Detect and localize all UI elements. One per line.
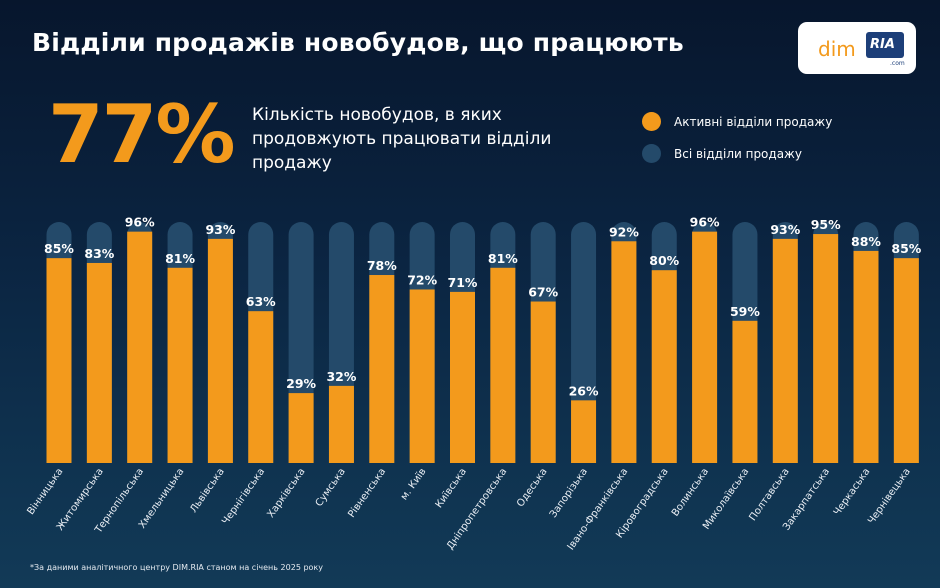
bar-value-label: 83% xyxy=(84,246,114,261)
active-bar xyxy=(409,289,435,463)
bar-value-label: 29% xyxy=(286,376,316,391)
legend-item-active: Активні відділи продажу xyxy=(642,112,832,131)
page-title: Відділи продажів новобудов, що працюють xyxy=(32,28,684,57)
bar-value-label: 78% xyxy=(367,258,397,273)
active-bar xyxy=(248,311,274,463)
active-bar xyxy=(893,258,919,463)
active-bar xyxy=(813,234,839,463)
category-label: Волинська xyxy=(670,466,711,518)
bar-value-label: 85% xyxy=(891,241,921,256)
legend-active-label: Активні відділи продажу xyxy=(674,114,833,129)
bar-value-label: 71% xyxy=(448,275,478,290)
bar-value-label: 92% xyxy=(609,224,639,239)
category-label: Одеська xyxy=(515,466,550,509)
bar-value-label: 93% xyxy=(205,222,235,237)
active-bar xyxy=(450,291,475,463)
bar-value-label: 32% xyxy=(326,369,356,384)
active-bar xyxy=(611,241,637,463)
category-label: Хмельницька xyxy=(137,466,187,530)
active-bar xyxy=(127,231,153,463)
category-label: Чернівецька xyxy=(865,466,912,527)
category-label: Харківська xyxy=(265,466,308,520)
legend-total-label: Всі відділи продажу xyxy=(674,146,802,161)
category-label: Полтавська xyxy=(748,466,792,523)
category-label: Київська xyxy=(434,466,469,510)
bar-value-label: 96% xyxy=(690,215,720,230)
logo-ria-text: RIA xyxy=(870,37,895,52)
bar-value-label: 93% xyxy=(770,222,800,237)
active-bar xyxy=(86,262,112,463)
active-bar xyxy=(369,275,395,463)
active-bar xyxy=(732,320,758,463)
legend-total-dot xyxy=(642,144,661,163)
category-label: м. Київ xyxy=(399,466,429,502)
bar-value-label: 59% xyxy=(730,304,760,319)
bar-value-label: 72% xyxy=(407,272,437,287)
logo-ria-badge: RIA xyxy=(866,32,904,58)
bar-value-label: 80% xyxy=(649,253,679,268)
active-bar xyxy=(692,231,718,463)
category-label: Чернігівська xyxy=(219,466,267,527)
bar-value-label: 96% xyxy=(125,215,155,230)
category-label: Черкаська xyxy=(832,466,873,517)
active-bar xyxy=(571,400,597,463)
active-bar xyxy=(288,393,314,463)
bar-value-label: 63% xyxy=(246,294,276,309)
logo-com-text: .com xyxy=(890,60,905,67)
highlight-value: 77% xyxy=(48,88,235,181)
legend-active-dot xyxy=(642,112,661,131)
active-bar xyxy=(530,301,556,463)
dim-ria-logo: dim RIA .com xyxy=(798,22,916,74)
footnote: *За даними аналітичного центру DIM.RIA с… xyxy=(30,563,323,572)
bar-value-label: 67% xyxy=(528,285,558,300)
bar-value-label: 88% xyxy=(851,234,881,249)
bar-value-label: 95% xyxy=(811,217,841,232)
category-label: Запорізька xyxy=(547,466,590,520)
category-label: Сумська xyxy=(314,466,348,508)
bar-value-label: 81% xyxy=(165,251,195,266)
active-bar xyxy=(328,385,354,463)
bar-value-label: 26% xyxy=(569,383,599,398)
active-bar xyxy=(207,238,233,463)
active-bar xyxy=(651,270,677,463)
active-bar xyxy=(772,238,798,463)
category-label: Миколаївська xyxy=(701,466,751,531)
bar-value-label: 85% xyxy=(44,241,74,256)
active-bar xyxy=(167,267,193,463)
category-label: Вінницька xyxy=(25,466,66,517)
category-label: Львівська xyxy=(187,466,226,515)
active-bar xyxy=(46,258,72,463)
highlight-description: Кількість новобудов, в яких продовжують … xyxy=(252,105,552,173)
logo-dim-text: dim xyxy=(818,37,856,61)
legend-item-total: Всі відділи продажу xyxy=(642,144,802,163)
active-bar xyxy=(490,267,516,463)
bar-value-label: 81% xyxy=(488,251,518,266)
active-bar xyxy=(853,250,879,463)
category-label: Рівненська xyxy=(345,466,388,520)
